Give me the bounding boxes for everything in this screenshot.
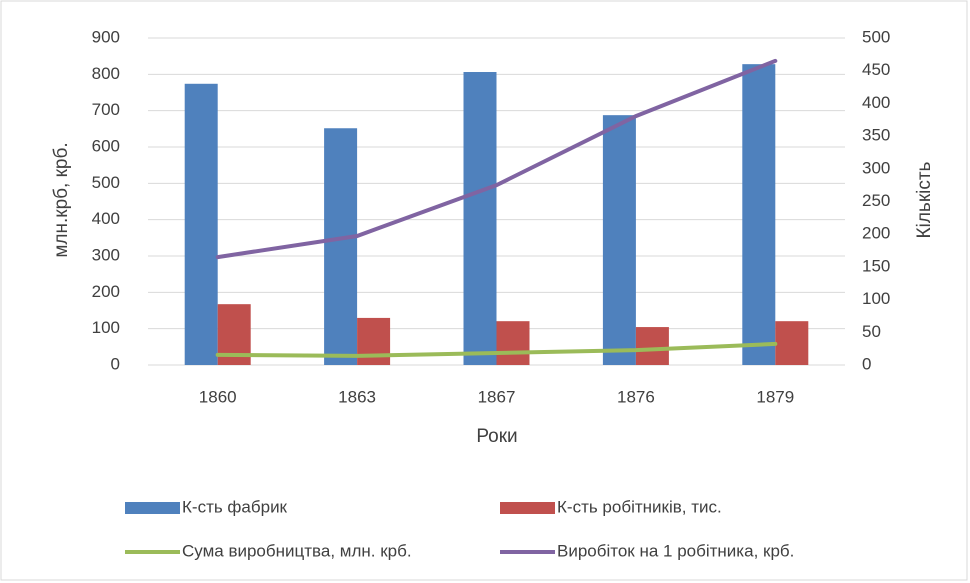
x-axis-label: Роки xyxy=(476,426,517,447)
y-tick-label: 600 xyxy=(92,136,120,155)
y-tick-label: 700 xyxy=(92,100,120,119)
y2-tick-label: 350 xyxy=(862,126,890,145)
y2-tick-label: 100 xyxy=(862,289,890,308)
x-tick-label: 1879 xyxy=(756,387,794,406)
y-tick-label: 300 xyxy=(92,245,120,264)
y-tick-label: 200 xyxy=(92,282,120,301)
legend-label: Сума виробництва, млн. крб. xyxy=(182,541,412,560)
line xyxy=(215,58,778,260)
bar xyxy=(602,115,636,365)
x-tick-label: 1876 xyxy=(617,387,655,406)
y-tick-label: 0 xyxy=(111,354,120,373)
y2-tick-label: 400 xyxy=(862,93,890,112)
x-tick-label: 1863 xyxy=(338,387,376,406)
y-tick-label: 900 xyxy=(92,27,120,46)
y-tick-label: 400 xyxy=(92,209,120,228)
bar xyxy=(635,327,669,365)
y2-tick-label: 250 xyxy=(862,191,890,210)
legend-label: Виробіток на 1 робітника, крб. xyxy=(557,541,794,560)
y2-axis-label: Кількість xyxy=(914,161,935,238)
bar xyxy=(463,72,497,366)
bar xyxy=(496,321,530,365)
y-axis-label: млн.крб, крб. xyxy=(51,142,72,257)
x-tick-label: 1867 xyxy=(478,387,516,406)
legend-label: К-сть робітників, тис. xyxy=(557,497,722,516)
legend-swatch xyxy=(125,502,180,514)
y-tick-label: 500 xyxy=(92,173,120,192)
bar xyxy=(184,83,218,365)
bar xyxy=(775,321,809,365)
y2-tick-label: 200 xyxy=(862,224,890,243)
y-tick-label: 100 xyxy=(92,318,120,337)
y2-tick-label: 450 xyxy=(862,60,890,79)
legend-swatch xyxy=(500,502,555,514)
bar xyxy=(324,128,358,365)
y-tick-label: 800 xyxy=(92,64,120,83)
x-tick-label: 1860 xyxy=(199,387,237,406)
y2-tick-label: 50 xyxy=(862,322,881,341)
bar xyxy=(357,317,391,365)
legend-label: К-сть фабрик xyxy=(182,497,288,516)
y2-tick-label: 300 xyxy=(862,158,890,177)
y2-tick-label: 0 xyxy=(862,354,871,373)
y2-tick-label: 150 xyxy=(862,256,890,275)
bar xyxy=(742,64,776,365)
y2-tick-label: 500 xyxy=(862,27,890,46)
line xyxy=(215,341,778,358)
